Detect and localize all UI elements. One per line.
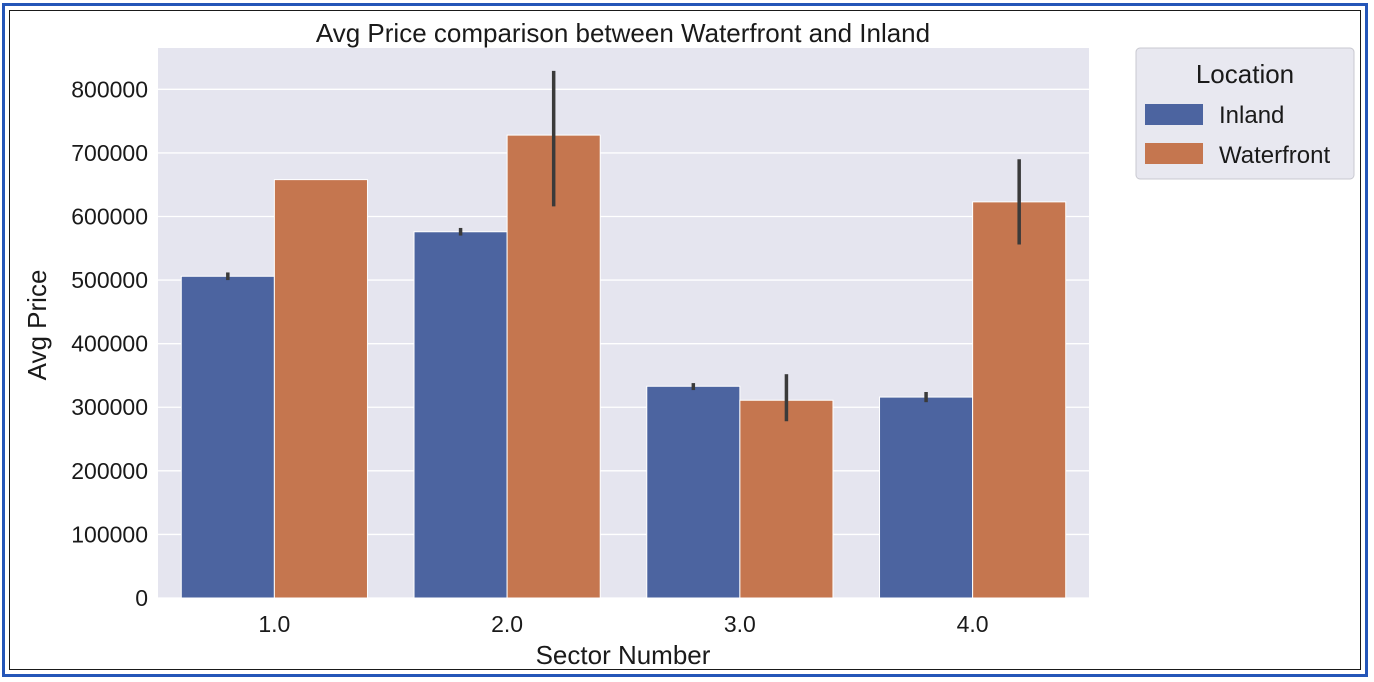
- x-tick-label: 4.0: [957, 611, 989, 637]
- legend-swatch-inland: [1145, 104, 1203, 125]
- y-tick-label: 700000: [71, 140, 148, 166]
- chart-title: Avg Price comparison between Waterfront …: [316, 18, 930, 48]
- x-tick-label: 1.0: [258, 611, 290, 637]
- x-tick-label: 2.0: [491, 611, 523, 637]
- bar-inland-2.0: [413, 231, 508, 599]
- y-tick-label: 500000: [71, 267, 148, 293]
- legend-swatch-waterfront: [1145, 143, 1203, 164]
- legend-label-waterfront: Waterfront: [1219, 142, 1330, 169]
- bar-inland-1.0: [180, 275, 275, 599]
- legend-label-inland: Inland: [1219, 102, 1284, 129]
- bar-waterfront-1.0: [273, 179, 368, 599]
- y-tick-label: 100000: [71, 521, 148, 547]
- legend: Location Inland Waterfront: [1135, 47, 1355, 180]
- bars: [180, 134, 1067, 599]
- y-tick-label: 200000: [71, 458, 148, 484]
- error-bars: [226, 70, 1021, 422]
- x-tick-labels: 1.0 2.0 3.0 4.0: [258, 611, 988, 637]
- bar-inland-3.0: [646, 385, 741, 599]
- y-tick-label: 600000: [71, 203, 148, 229]
- bar-waterfront-2.0: [506, 134, 601, 599]
- legend-title: Location: [1196, 59, 1294, 89]
- x-axis-label: Sector Number: [536, 640, 711, 670]
- y-axis-label: Avg Price: [22, 270, 52, 381]
- x-tick-label: 3.0: [724, 611, 756, 637]
- bar-waterfront-4.0: [972, 201, 1067, 599]
- y-tick-label: 0: [135, 585, 148, 611]
- bar-waterfront-3.0: [739, 399, 834, 599]
- bar-inland-4.0: [879, 396, 974, 599]
- y-tick-label: 400000: [71, 331, 148, 357]
- y-tick-label: 800000: [71, 76, 148, 102]
- y-tick-label: 300000: [71, 394, 148, 420]
- y-tick-labels: 0 100000 200000 300000 400000 500000 600000 700…: [71, 76, 148, 611]
